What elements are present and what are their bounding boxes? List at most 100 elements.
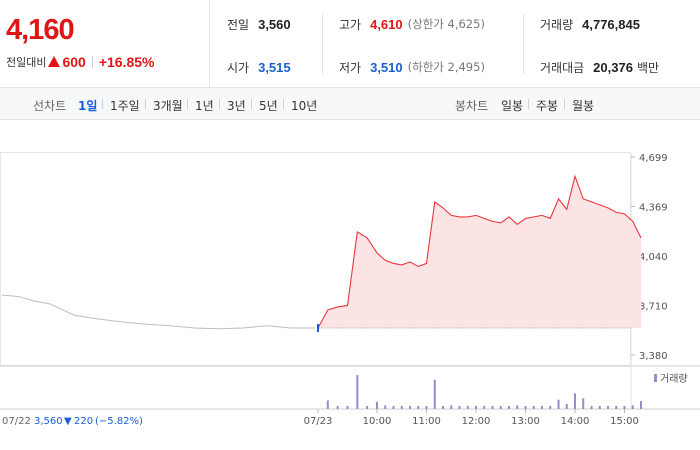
change-value: 600 <box>62 54 86 70</box>
volume-bar <box>450 405 453 409</box>
price-chart[interactable]: 4,699 4,369 4,040 3,710 3,380 07/23 10:00 11:0… <box>0 120 700 450</box>
stat-open: 시가 3,515 <box>227 59 291 75</box>
open-label: 시가 <box>227 60 250 75</box>
divider <box>283 99 284 109</box>
prev-day-series <box>1 294 315 330</box>
y-tick-label: 4,369 <box>639 203 668 214</box>
volume-bar <box>607 406 609 409</box>
prev-close-value: 3,560 <box>258 16 291 32</box>
period-1y-button[interactable]: 1년 <box>195 99 214 113</box>
turnover-unit: 백만 <box>636 60 660 75</box>
period-1d-button[interactable]: 1일 <box>78 99 98 113</box>
x-tick-label: 13:00 <box>511 416 540 427</box>
period-3y-button[interactable]: 3년 <box>227 99 246 113</box>
volume-bar <box>475 406 477 409</box>
volume-bar <box>557 399 560 409</box>
change-percent: +16.85% <box>98 54 155 70</box>
volume-legend-swatch <box>654 374 657 382</box>
volume-bar <box>631 405 634 409</box>
price-box: 4,160 전일대비 600 +16.85% <box>0 0 210 88</box>
volume-bar <box>336 406 339 409</box>
volume-bar <box>366 406 369 409</box>
current-price: 4,160 <box>6 14 75 46</box>
today-area <box>318 176 641 329</box>
volume-bar <box>582 398 585 409</box>
volume-label: 거래량 <box>540 17 574 32</box>
volume-bar <box>524 406 527 409</box>
volume-bar <box>433 379 436 409</box>
open-value: 3,515 <box>258 59 291 75</box>
low-label: 저가 <box>339 60 362 75</box>
down-triangle-icon: ▼ <box>64 416 72 427</box>
x-tick-label: 11:00 <box>412 416 441 427</box>
volume-bar <box>442 406 444 409</box>
volume-bar <box>615 406 618 409</box>
lower-limit: (하한가 2,495) <box>407 60 485 74</box>
volume-bar <box>425 406 428 409</box>
prev-close-label: 전일 <box>227 17 250 32</box>
period-toolbar: 선차트 1일 1주일 3개월 1년 3년 5년 10년 봉차트 일봉 주봉 월봉 <box>0 88 700 120</box>
period-3m-button[interactable]: 3개월 <box>153 99 183 113</box>
stat-turnover: 거래대금 20,376 백만 <box>540 59 659 75</box>
divider <box>523 14 524 74</box>
period-1w-button[interactable]: 1주일 <box>110 99 140 113</box>
prev-day-line <box>1 294 315 330</box>
weekly-candle-button[interactable]: 주봉 <box>536 99 559 113</box>
today-series <box>317 174 642 332</box>
change-label: 전일대비 <box>6 56 47 69</box>
period-10y-button[interactable]: 10년 <box>291 99 318 113</box>
divider <box>251 99 252 109</box>
y-tick-label: 3,710 <box>639 302 668 313</box>
line-chart-label: 선차트 <box>33 99 67 113</box>
stat-prev-close: 전일 3,560 <box>227 16 291 32</box>
volume-bar <box>508 406 510 409</box>
quote-panel: 4,160 전일대비 600 +16.85% 전일 3,560 고가 4,610… <box>0 0 700 88</box>
divider <box>564 99 565 109</box>
quote-stats: 전일 3,560 고가 4,610 (상한가 4,625) 거래량 4,776,… <box>211 0 700 88</box>
volume-value: 4,776,845 <box>582 16 640 32</box>
volume-bar <box>491 406 494 409</box>
volume-bar <box>376 401 378 409</box>
prev-day-change: 220 <box>74 416 93 427</box>
change-divider <box>91 56 93 68</box>
volume-bars <box>326 375 642 409</box>
volume-bar <box>346 406 349 409</box>
prev-day-pct: (−5.82%) <box>95 416 143 427</box>
volume-bar <box>499 406 502 409</box>
stat-high: 고가 4,610 (상한가 4,625) <box>339 16 485 32</box>
volume-bar <box>458 406 461 409</box>
volume-bar <box>326 400 329 409</box>
volume-bar <box>516 405 519 409</box>
divider <box>219 99 220 109</box>
volume-bar <box>532 406 535 409</box>
volume-bar <box>541 406 543 409</box>
upper-limit: (상한가 4,625) <box>407 17 485 31</box>
volume-bar <box>549 406 552 409</box>
turnover-label: 거래대금 <box>540 60 585 75</box>
daily-candle-button[interactable]: 일봉 <box>501 99 524 113</box>
monthly-candle-button[interactable]: 월봉 <box>572 99 595 113</box>
volume-bar <box>356 375 359 409</box>
divider <box>145 99 146 109</box>
volume-bar <box>466 406 469 409</box>
x-tick-label: 15:00 <box>610 416 639 427</box>
divider <box>102 99 103 109</box>
y-tick-label: 4,699 <box>639 153 668 164</box>
high-label: 고가 <box>339 17 362 32</box>
volume-bar <box>409 406 411 409</box>
divider <box>187 99 188 109</box>
divider <box>528 99 529 109</box>
x-tick-label: 14:00 <box>561 416 590 427</box>
volume-bar <box>565 404 568 409</box>
volume-legend: 거래량 <box>660 373 688 385</box>
volume-bar <box>623 406 626 409</box>
low-value: 3,510 <box>370 59 403 75</box>
period-5y-button[interactable]: 5년 <box>259 99 278 113</box>
x-tick-label: 07/23 <box>304 416 333 427</box>
price-chart-svg: 4,699 4,369 4,040 3,710 3,380 07/23 10:00 11:0… <box>0 152 700 427</box>
change-row: 전일대비 600 +16.85% <box>6 54 155 70</box>
volume-bar <box>590 406 593 409</box>
volume-bar <box>392 406 395 409</box>
volume-bar <box>640 401 642 409</box>
volume-bar <box>400 406 403 409</box>
